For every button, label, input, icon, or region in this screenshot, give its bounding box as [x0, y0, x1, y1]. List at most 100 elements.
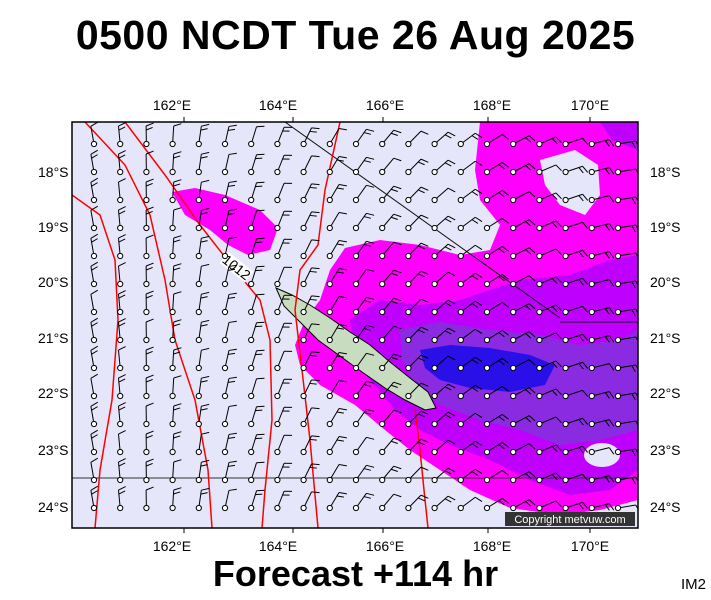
wind-barb-feather: [390, 272, 398, 276]
wind-barb-feather: [498, 248, 505, 254]
wind-barb-feather: [338, 296, 347, 299]
wind-barb-feather: [525, 137, 532, 143]
wind-station: [169, 224, 176, 232]
wind-station: [300, 280, 307, 288]
wind-station: [483, 196, 491, 204]
wind-barb-feather: [366, 408, 375, 412]
wind-barb-feather: [90, 429, 99, 435]
wind-barb-feather: [555, 500, 562, 508]
wind-station: [300, 196, 307, 204]
wind-station: [614, 364, 622, 372]
wind-barb-feather: [608, 251, 615, 259]
wind-barb-feather: [366, 436, 375, 440]
wind-barb-feather: [227, 436, 236, 439]
wind-barb-feather: [173, 183, 181, 187]
wind-barb-feather: [118, 458, 126, 463]
wind-barb-feather: [471, 471, 479, 476]
wind-station: [431, 504, 438, 512]
wind-barb-feather: [528, 471, 536, 478]
wind-barb-feather: [444, 302, 452, 307]
wind-barb-feather: [608, 363, 615, 371]
wind-station: [221, 364, 229, 372]
wind-station: [379, 280, 386, 288]
wind-station: [169, 308, 176, 316]
wind-barb-feather: [256, 237, 265, 240]
wind-barb-feather: [474, 132, 483, 138]
wind-barb-feather: [551, 390, 558, 396]
wind-barb-feather: [471, 359, 479, 364]
lon-label: 168°E: [473, 97, 511, 113]
wind-barb-feather: [631, 197, 636, 204]
wind-station: [483, 392, 491, 400]
wind-barb-feather: [201, 263, 210, 267]
wind-station: [352, 308, 360, 316]
wind-barb-feather: [420, 354, 429, 359]
forecast-label: Forecast +114 hr: [212, 553, 499, 594]
wind-station: [326, 196, 333, 204]
wind-barb-feather: [631, 449, 636, 456]
wind-barb-feather: [200, 464, 208, 467]
wind-barb-feather: [525, 165, 532, 171]
wind-barb-feather: [551, 278, 558, 284]
lat-label: 24°S: [650, 499, 681, 515]
wind-barb-feather: [393, 129, 402, 134]
wind-station: [379, 504, 386, 512]
wind-barb-feather: [338, 436, 347, 439]
wind-barb-feather: [447, 299, 456, 305]
wind-station: [405, 448, 412, 456]
wind-barb-feather: [420, 270, 429, 275]
wind-station: [405, 504, 412, 512]
wind-station: [195, 140, 202, 148]
wind-station: [169, 252, 176, 260]
wind-barb-feather: [145, 210, 153, 215]
wind-barb-feather: [631, 281, 636, 288]
wind-barb-feather: [338, 156, 347, 159]
wind-barb-feather: [608, 279, 615, 287]
wind-barb-feather: [201, 235, 210, 239]
wind-barb-feather: [501, 470, 509, 476]
wind-barb-feather: [336, 271, 344, 274]
wind-barb-feather: [145, 126, 153, 131]
wind-barb-feather: [417, 329, 425, 334]
wind-station: [379, 168, 386, 176]
wind-barb-feather: [118, 262, 126, 267]
wind-barb-feather: [336, 327, 344, 330]
wind-barb-feather: [311, 155, 320, 158]
wind-barb-feather: [338, 184, 347, 187]
wind-barb-feather: [474, 468, 483, 474]
svg-text:Copyright metvuw.com: Copyright metvuw.com: [514, 514, 625, 526]
wind-barb-feather: [90, 485, 99, 491]
wind-station: [457, 420, 464, 428]
wind-barb-feather: [471, 191, 479, 196]
wind-station: [536, 308, 543, 316]
wind-station: [90, 140, 98, 148]
wind-station: [588, 448, 595, 456]
wind-barb-feather: [551, 306, 558, 312]
wind-station: [614, 196, 622, 204]
wind-station: [169, 504, 176, 512]
axis-ticks: [183, 117, 591, 533]
wind-barb-feather: [366, 296, 375, 300]
wind-barb-feather: [91, 350, 98, 355]
wind-barb-feather: [555, 332, 562, 340]
isobar-1: [72, 194, 119, 528]
wind-barb-feather: [417, 245, 425, 250]
wind-station: [117, 140, 124, 148]
wind-barb-feather: [555, 164, 562, 172]
wind-station: [326, 476, 333, 484]
wind-barb-feather: [555, 444, 562, 452]
wind-station: [221, 476, 229, 484]
wind-barb-feather: [555, 388, 562, 396]
wind-station: [195, 364, 202, 372]
wind-barb-feather: [311, 323, 320, 326]
wind-station: [483, 280, 491, 288]
wind-station: [562, 252, 569, 260]
wind-barb-feather: [228, 180, 237, 183]
wind-station: [457, 196, 464, 204]
wind-station: [326, 308, 333, 316]
wind-station: [143, 252, 150, 260]
wind-station: [300, 336, 307, 344]
wind-station: [143, 280, 150, 288]
wind-barb-feather: [555, 220, 562, 228]
wind-barb-feather: [90, 457, 99, 463]
